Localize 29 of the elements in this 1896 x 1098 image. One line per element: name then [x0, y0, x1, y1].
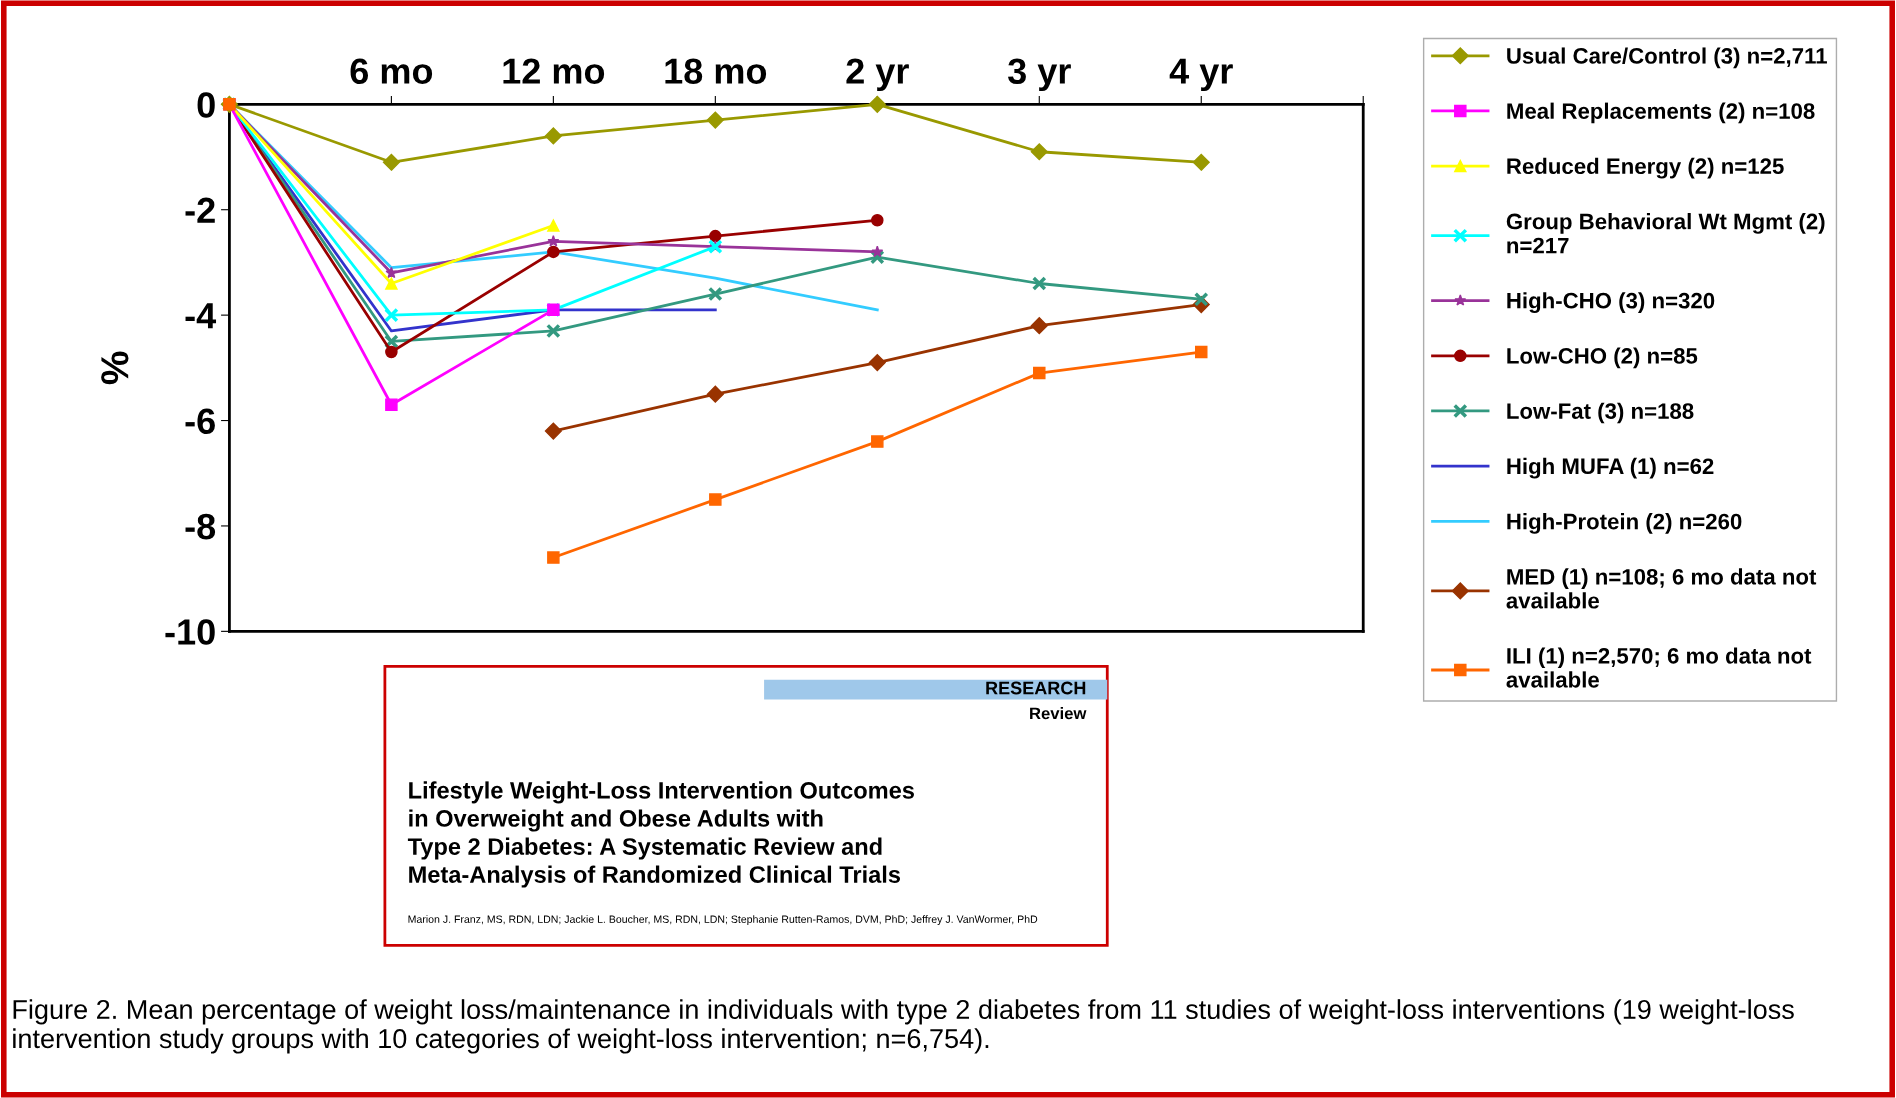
legend-label: Low-Fat (3) n=188: [1507, 402, 1694, 424]
x-tick-label: 12 mo: [503, 58, 605, 84]
text: Review: [1030, 707, 1087, 720]
legend-label: Usual Care/Control (3) n=2,711: [1507, 47, 1827, 69]
text: Marion J. Franz, MS, RDN, LDN; Jackie L. Boucher, MS, RDN, LDN; Stephanie Rutten-Ramos, DVM, PhD; Jeffrey J. VanWormer, PhD: [408, 915, 1038, 926]
y-tick-label: -10: [165, 619, 215, 645]
legend-label: Reduced Energy (2) n=125: [1507, 157, 1784, 179]
y-axis-title: %: [101, 351, 129, 385]
legend-label: ILI (1) n=2,570; 6 mo data not available: [1506, 647, 1812, 688]
x-tick-label: 6 mo: [350, 58, 433, 84]
text: RESEARCH: [986, 681, 1086, 695]
legend-label: High MUFA (1) n=62: [1507, 457, 1714, 479]
text: Lifestyle Weight-Loss Intervention Outcomes in Overweight and Obese Adults with Type 2 Diabetes: A Systematic Review and Meta-Analysis of Randomized Clinical Trials: [407, 781, 914, 888]
y-tick-label: -2: [185, 197, 215, 223]
y-tick-label: -8: [185, 513, 216, 540]
legend-label: MED (1) n=108; 6 mo data not available: [1506, 568, 1817, 609]
y-tick-label: -6: [185, 408, 215, 434]
legend-label: High-Protein (2) n=260: [1507, 513, 1742, 534]
y-tick-label: -4: [185, 303, 217, 329]
legend-label: High-CHO (3) n=320: [1507, 292, 1715, 314]
x-tick-label: 4 yr: [1169, 58, 1233, 92]
x-tick-label: 2 yr: [846, 58, 909, 92]
x-tick-label: 3 yr: [1007, 58, 1071, 92]
legend-label: Meal Replacements (2) n=108: [1507, 102, 1815, 124]
y-tick-label: 0: [197, 92, 215, 118]
legend-label: Low-CHO (2) n=85: [1507, 347, 1698, 369]
caption: Figure 2. Mean percentage of weight loss/maintenance in individuals with type 2 diabetes from 11 studies of weight-loss interventions (19 weight-loss intervention study groups with 10 categories of weight-loss intervention; n=6,754).: [13, 999, 1794, 1054]
legend-label: Group Behavioral Wt Mgmt (2) n=217: [1506, 213, 1825, 254]
x-tick-label: 18 mo: [665, 58, 767, 84]
